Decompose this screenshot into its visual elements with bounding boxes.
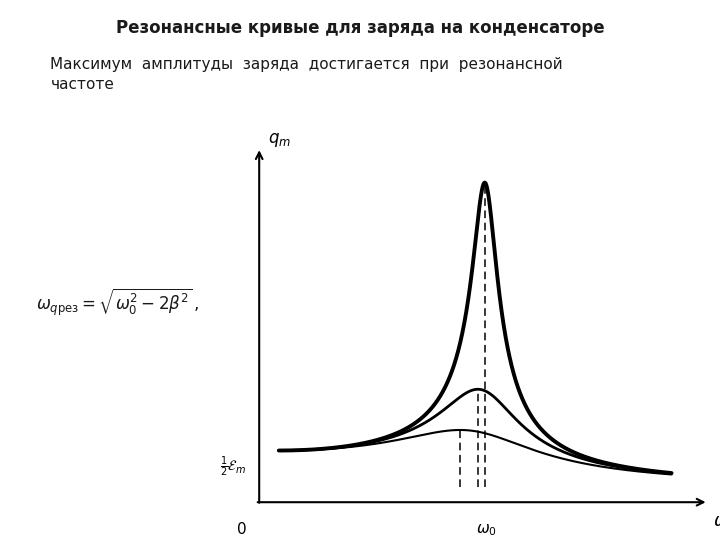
Text: Резонансные кривые для заряда на конденсаторе: Резонансные кривые для заряда на конденс… xyxy=(116,19,604,37)
Text: $\omega_0$: $\omega_0$ xyxy=(476,522,497,538)
Text: $\omega$: $\omega$ xyxy=(713,512,720,530)
Text: частоте: частоте xyxy=(50,77,114,92)
Text: $q_m$: $q_m$ xyxy=(268,131,291,149)
Text: Максимум  амплитуды  заряда  достигается  при  резонансной: Максимум амплитуды заряда достигается пр… xyxy=(50,57,563,72)
Text: $\omega_{q\mathrm{рез}} = \sqrt{\omega_0^2 - 2\beta^2}\,,$: $\omega_{q\mathrm{рез}} = \sqrt{\omega_0… xyxy=(36,287,199,318)
Text: $0$: $0$ xyxy=(235,521,246,537)
Text: $\frac{1}{2}\mathcal{E}_m$: $\frac{1}{2}\mathcal{E}_m$ xyxy=(220,455,246,480)
